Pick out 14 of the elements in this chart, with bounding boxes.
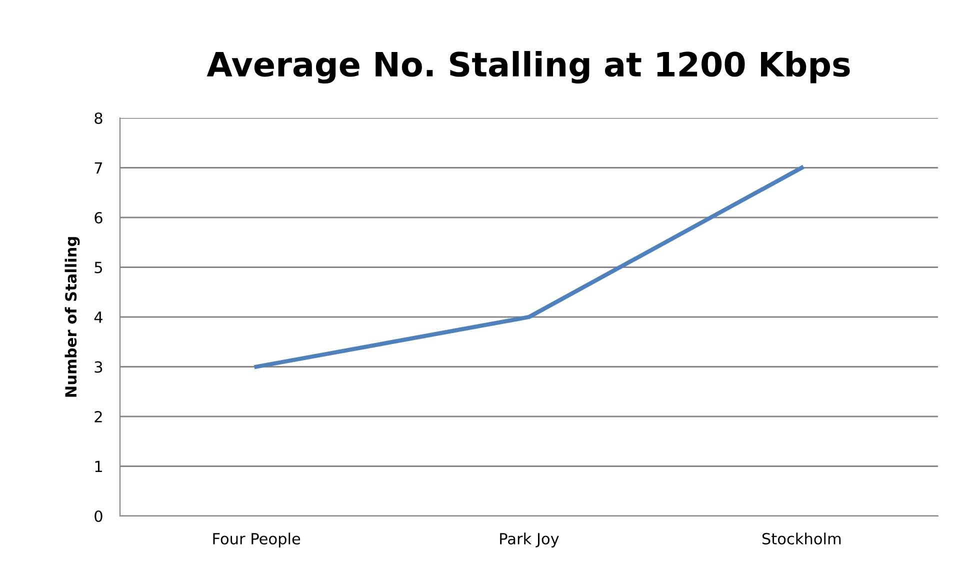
y-tick-label: 3 <box>94 361 102 373</box>
y-tick-label: 5 <box>94 262 102 274</box>
x-tick-label: Four People <box>213 532 300 548</box>
y-tick-label: 8 <box>94 112 102 124</box>
x-tick-label: Stockholm <box>762 532 841 544</box>
x-tick-label: Park Joy <box>500 532 559 548</box>
y-tick-label: 7 <box>94 162 102 174</box>
y-axis-title: Number of Stalling <box>64 237 80 397</box>
y-tick-label: 2 <box>94 410 102 422</box>
y-tick-label: 0 <box>94 510 102 522</box>
y-tick-label: 1 <box>95 460 102 472</box>
chart-title: Average No. Stalling at 1200 Kbps <box>206 51 850 84</box>
y-tick-label: 4 <box>94 312 102 323</box>
y-tick-label: 6 <box>94 212 102 224</box>
